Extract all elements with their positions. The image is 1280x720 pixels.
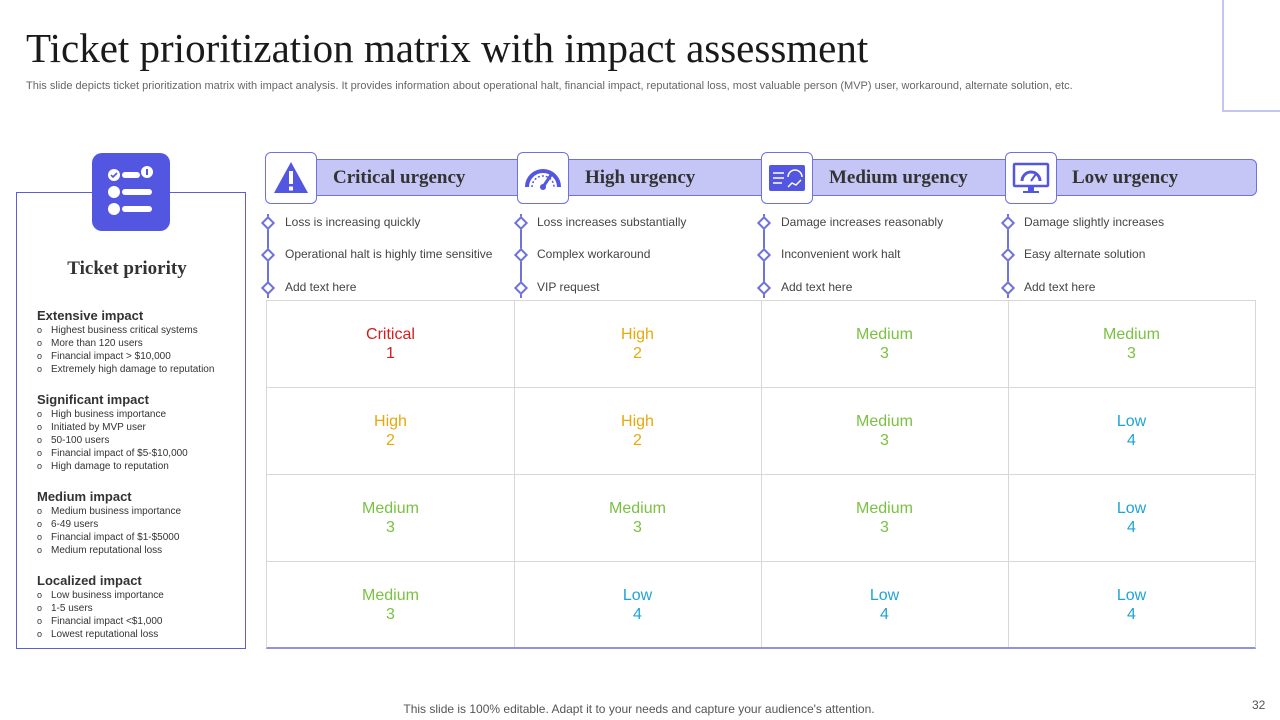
matrix-cell: High 2 bbox=[374, 413, 407, 449]
matrix-cell: Low 4 bbox=[1116, 413, 1147, 449]
matrix-cell: Medium 3 bbox=[609, 500, 666, 536]
bullet-diamond bbox=[756, 215, 772, 231]
impact-group: Localized impact o Low business importanc… bbox=[37, 573, 242, 641]
impact-item: o 50-100 users bbox=[37, 435, 110, 446]
matrix-cell: Medium 3 bbox=[1103, 326, 1160, 362]
urgency-item: Add text here bbox=[285, 280, 357, 294]
impact-item: o Financial impact > $10,000 bbox=[37, 351, 171, 362]
urgency-item: Inconvenient work halt bbox=[781, 247, 901, 261]
impact-item: o Financial impact <$1,000 bbox=[37, 616, 163, 627]
impact-title: Significant impact bbox=[37, 392, 149, 407]
urgency-item: Damage slightly increases bbox=[1024, 215, 1165, 229]
impact-item: o Medium reputational loss bbox=[37, 545, 163, 556]
monitor-gauge-icon bbox=[1005, 152, 1057, 204]
grid-line bbox=[1008, 300, 1009, 647]
urgency-item: Operational halt is highly time sensitiv… bbox=[285, 247, 493, 261]
bullet-diamond bbox=[1000, 280, 1016, 296]
urgency-item: VIP request bbox=[537, 280, 600, 294]
impact-group: Medium impact o Medium business importanc… bbox=[37, 489, 242, 557]
impact-item: o Initiated by MVP user bbox=[37, 422, 146, 433]
urgency-item: Loss increases substantially bbox=[537, 215, 687, 229]
header-label: High urgency bbox=[585, 167, 696, 188]
bullet-diamond bbox=[513, 215, 529, 231]
bullet-diamond bbox=[756, 247, 772, 263]
matrix-cell: Medium 3 bbox=[362, 500, 419, 536]
impact-item: o Financial impact of $5-$10,000 bbox=[37, 448, 188, 459]
urgency-item: Easy alternate solution bbox=[1024, 247, 1146, 261]
impact-item: o 6-49 users bbox=[37, 519, 99, 530]
corner-decoration bbox=[1222, 0, 1280, 112]
matrix-cell: Low 4 bbox=[622, 587, 653, 623]
header-label: Medium urgency bbox=[829, 167, 968, 188]
urgency-item: Add text here bbox=[781, 280, 853, 294]
header-label: Low urgency bbox=[1072, 167, 1179, 188]
panel-title: Ticket priority bbox=[67, 258, 187, 279]
impact-item: o 1-5 users bbox=[37, 603, 93, 614]
bullet-diamond bbox=[260, 247, 276, 263]
grid-line bbox=[761, 300, 762, 647]
grid-line bbox=[266, 561, 1256, 562]
footer-note: This slide is 100% editable. Adapt it to… bbox=[403, 702, 875, 716]
impact-item: o Medium business importance bbox=[37, 506, 182, 517]
page-number: 32 bbox=[1252, 698, 1266, 712]
matrix-cell: Low 4 bbox=[1116, 500, 1147, 536]
matrix-cell: High 2 bbox=[621, 413, 654, 449]
page-subtitle: This slide depicts ticket prioritization… bbox=[26, 80, 1073, 92]
matrix-cell: Low 4 bbox=[869, 587, 900, 623]
warning-icon bbox=[265, 152, 317, 204]
matrix-cell: Medium 3 bbox=[856, 500, 913, 536]
impact-title: Medium impact bbox=[37, 489, 132, 504]
bullet-diamond bbox=[260, 280, 276, 296]
header-critical-urgency bbox=[290, 159, 526, 196]
bullet-diamond bbox=[513, 280, 529, 296]
checklist-icon bbox=[92, 153, 170, 231]
impact-item: o High business importance bbox=[37, 409, 167, 420]
urgency-item: Add text here bbox=[1024, 280, 1096, 294]
urgency-item: Damage increases reasonably bbox=[781, 215, 944, 229]
impact-group: Significant impact o High business import… bbox=[37, 392, 242, 473]
header-label: Critical urgency bbox=[333, 167, 466, 188]
impact-group: Extensive impact o Highest business criti… bbox=[37, 308, 242, 376]
impact-item: o More than 120 users bbox=[37, 338, 143, 349]
matrix-cell: Low 4 bbox=[1116, 587, 1147, 623]
matrix-cell: Medium 3 bbox=[856, 326, 913, 362]
speedometer-icon bbox=[517, 152, 569, 204]
grid-line bbox=[514, 300, 515, 647]
impact-item: o High damage to reputation bbox=[37, 461, 169, 472]
impact-item: o Highest business critical systems bbox=[37, 325, 198, 336]
grid-line bbox=[266, 387, 1256, 388]
impact-title: Localized impact bbox=[37, 573, 142, 588]
urgency-item: Loss is increasing quickly bbox=[285, 215, 421, 229]
impact-item: o Extremely high damage to reputation bbox=[37, 364, 215, 375]
bullet-diamond bbox=[1000, 247, 1016, 263]
matrix-cell: Medium 3 bbox=[856, 413, 913, 449]
bullet-diamond bbox=[1000, 215, 1016, 231]
grid-line bbox=[266, 474, 1256, 475]
matrix-cell: Critical 1 bbox=[366, 326, 415, 362]
bullet-diamond bbox=[756, 280, 772, 296]
matrix-cell: Medium 3 bbox=[362, 587, 419, 623]
bullet-diamond bbox=[260, 215, 276, 231]
bullet-diamond bbox=[513, 247, 529, 263]
impact-item: o Lowest reputational loss bbox=[37, 629, 159, 640]
page-title: Ticket prioritization matrix with impact… bbox=[26, 25, 869, 71]
matrix-cell: High 2 bbox=[621, 326, 654, 362]
impact-title: Extensive impact bbox=[37, 308, 144, 323]
dashboard-icon bbox=[761, 152, 813, 204]
urgency-item: Complex workaround bbox=[537, 247, 651, 261]
impact-item: o Financial impact of $1-$5000 bbox=[37, 532, 180, 543]
impact-item: o Low business importance bbox=[37, 590, 164, 601]
